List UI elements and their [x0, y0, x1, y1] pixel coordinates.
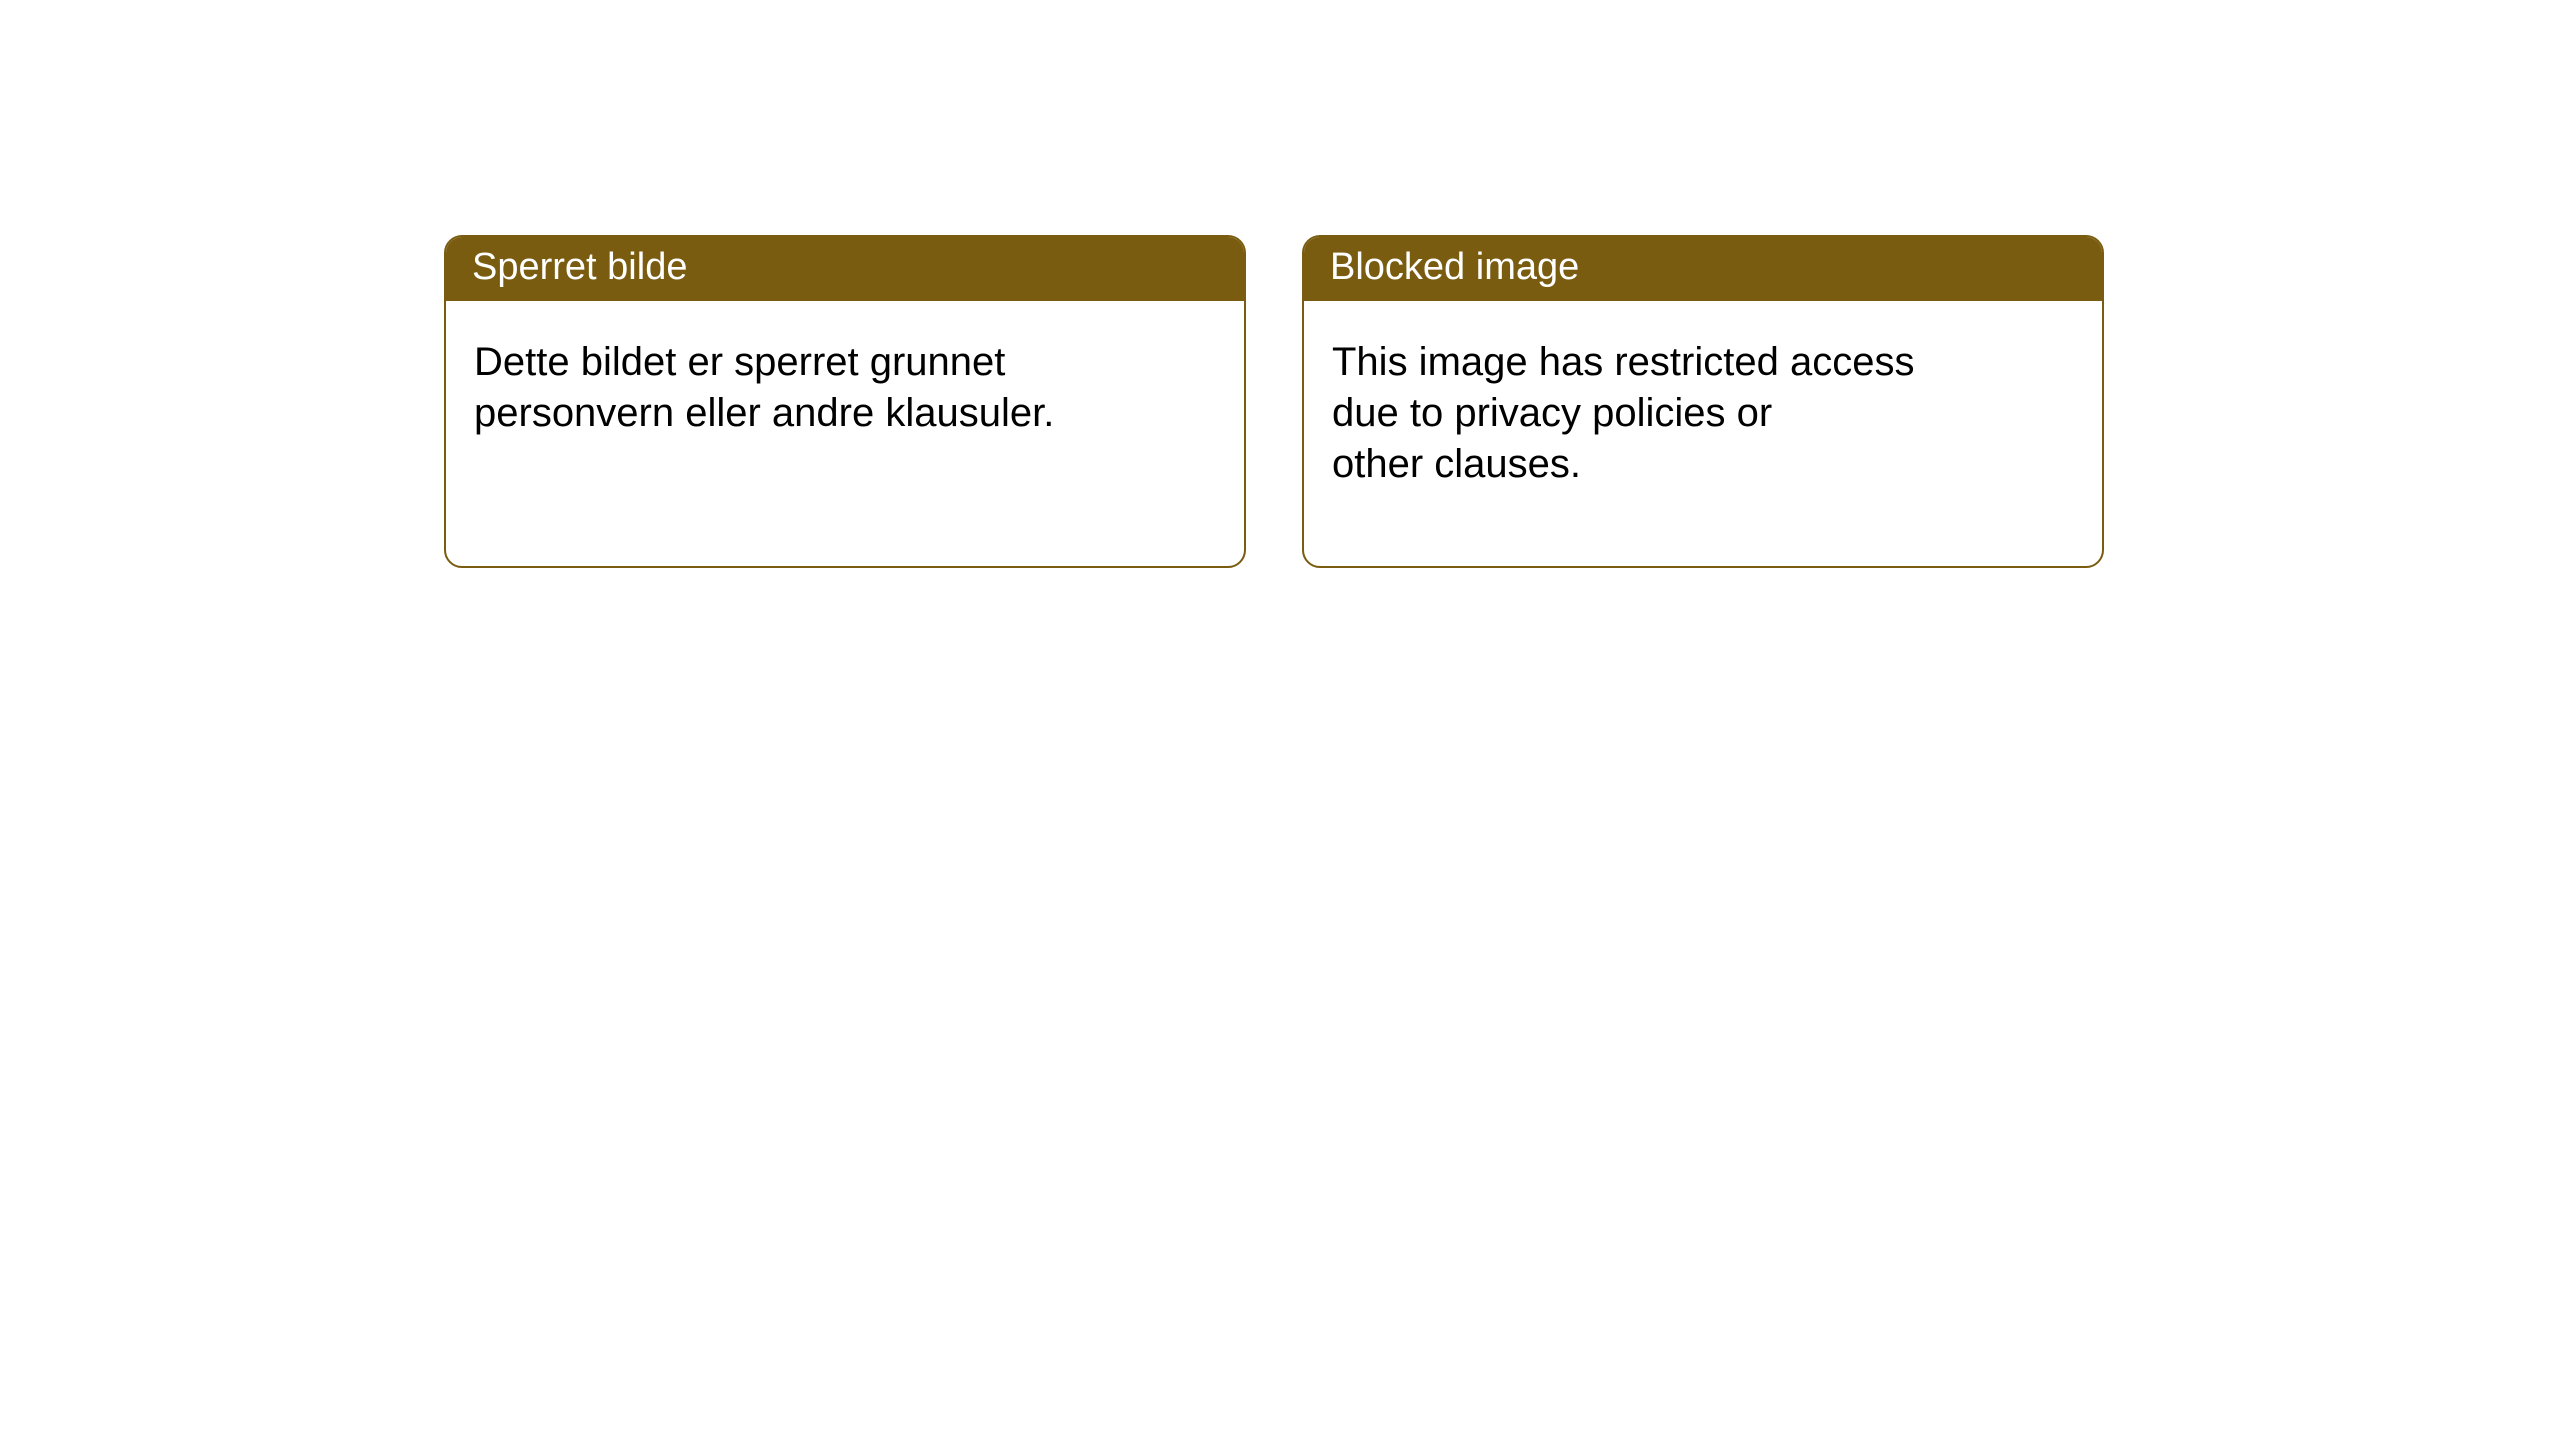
notice-title: Blocked image	[1304, 237, 2102, 301]
notice-title: Sperret bilde	[446, 237, 1244, 301]
notice-card-no: Sperret bilde Dette bildet er sperret gr…	[444, 235, 1246, 568]
notice-body: This image has restricted access due to …	[1304, 301, 2102, 519]
notice-card-en: Blocked image This image has restricted …	[1302, 235, 2104, 568]
notice-container: Sperret bilde Dette bildet er sperret gr…	[0, 0, 2560, 568]
notice-body: Dette bildet er sperret grunnet personve…	[446, 301, 1244, 467]
